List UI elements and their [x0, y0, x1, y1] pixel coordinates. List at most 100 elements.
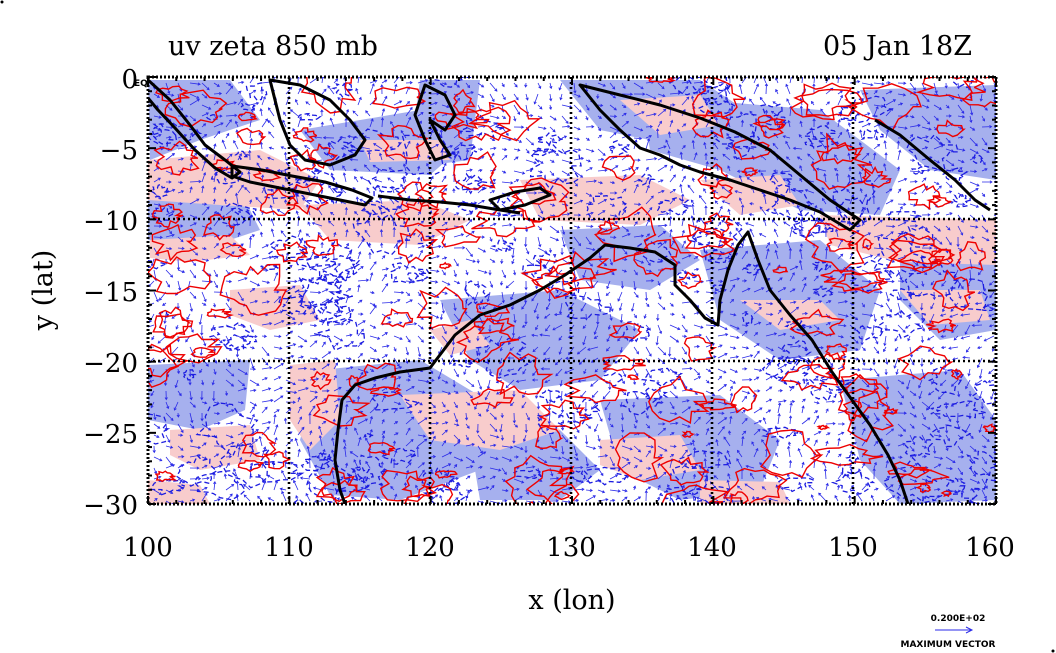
wind-vector: [345, 266, 354, 271]
wind-vector: [580, 302, 587, 312]
wind-vector: [177, 445, 184, 451]
wind-vector: [949, 313, 959, 318]
wind-vector: [801, 437, 810, 447]
wind-vector: [402, 151, 407, 161]
wind-vector: [373, 143, 383, 150]
wind-vector: [909, 445, 915, 452]
wind-vector: [993, 258, 996, 265]
wind-vector: [820, 108, 827, 117]
wind-vector: [621, 257, 628, 261]
negative-contour: [150, 478, 186, 496]
wind-vector: [727, 165, 731, 172]
wind-vector: [309, 396, 318, 403]
wind-vector: [810, 494, 815, 502]
wind-vector: [729, 284, 736, 293]
wind-vector: [317, 232, 323, 238]
wind-vector: [465, 401, 471, 406]
negative-contour: [156, 311, 169, 319]
wind-vector: [512, 390, 516, 398]
wind-vector: [321, 410, 329, 414]
wind-vector: [597, 115, 603, 119]
wind-vector: [309, 390, 318, 394]
wind-vector: [799, 248, 803, 260]
wind-vector: [907, 335, 911, 342]
wind-vector: [320, 241, 324, 249]
wind-vector: [788, 459, 793, 469]
wind-vector: [237, 313, 244, 317]
wind-vector: [417, 417, 428, 425]
wind-vector: [573, 156, 585, 161]
wind-vector: [308, 122, 312, 128]
negative-contour: [475, 337, 529, 379]
wind-vector: [609, 434, 614, 445]
positive-contour: [449, 106, 512, 142]
wind-vector: [165, 280, 170, 288]
wind-vector: [594, 423, 599, 433]
wind-vector: [309, 367, 317, 371]
wind-vector: [261, 406, 268, 414]
wind-vector: [464, 412, 469, 421]
wind-vector: [201, 476, 210, 480]
negative-contour: [688, 77, 733, 106]
wind-vector: [609, 489, 621, 493]
wind-vector: [657, 454, 663, 458]
wind-vector: [873, 418, 880, 425]
wind-vector: [393, 256, 403, 260]
wind-vector: [513, 93, 519, 101]
wind-vector: [763, 193, 767, 205]
wind-vector: [633, 234, 645, 238]
wind-vector: [585, 137, 590, 141]
positive-contour: [691, 77, 746, 118]
wind-vector: [522, 368, 527, 375]
positive-contour: [396, 181, 434, 212]
wind-vector: [981, 489, 987, 500]
wind-vector: [873, 302, 884, 308]
wind-vector: [225, 401, 229, 408]
wind-vector: [537, 104, 543, 110]
wind-vector: [477, 445, 483, 454]
wind-vector: [597, 445, 603, 449]
wind-vector: [249, 367, 257, 371]
wind-vector: [872, 194, 876, 205]
wind-vector: [657, 223, 668, 228]
wind-vector: [981, 137, 988, 146]
wind-vector: [465, 490, 470, 502]
wind-vector: [261, 366, 273, 370]
positive-contour: [915, 77, 986, 101]
wind-vector: [657, 231, 667, 238]
wind-vector: [501, 170, 507, 174]
wind-vector: [328, 220, 335, 227]
wind-vector: [856, 492, 863, 502]
wind-vector: [885, 302, 892, 313]
wind-vector: [249, 254, 260, 260]
wind-vector: [369, 335, 381, 340]
positive-contour: [206, 308, 234, 319]
positive-contour: [676, 271, 704, 290]
wind-vector: [201, 442, 207, 447]
wind-vector: [633, 456, 643, 463]
wind-vector: [225, 251, 235, 260]
wind-vector: [765, 375, 774, 381]
wind-vector: [500, 434, 504, 441]
wind-vector: [597, 82, 607, 87]
wind-vector: [585, 423, 592, 429]
positive-contour: [310, 370, 332, 391]
y-axis: 0 −5 −10 −15 −20 −25 −30 y (lat): [28, 65, 138, 521]
wind-vector: [873, 206, 880, 216]
wind-vector: [633, 368, 639, 377]
wind-vector: [976, 335, 983, 339]
wind-vector: [645, 195, 654, 205]
wind-vector: [559, 379, 563, 387]
negative-contour: [367, 168, 409, 193]
wind-vector: [957, 115, 966, 119]
wind-vector: [609, 258, 613, 266]
wind-vector: [921, 213, 931, 217]
wind-vector: [477, 451, 487, 458]
wind-vector: [981, 82, 987, 92]
wind-vector: [465, 219, 473, 227]
wind-vector: [531, 378, 538, 382]
x-tick-label: 100: [123, 533, 173, 563]
wind-vector: [212, 198, 217, 205]
wind-vector: [897, 149, 902, 161]
wind-vector: [979, 93, 983, 102]
